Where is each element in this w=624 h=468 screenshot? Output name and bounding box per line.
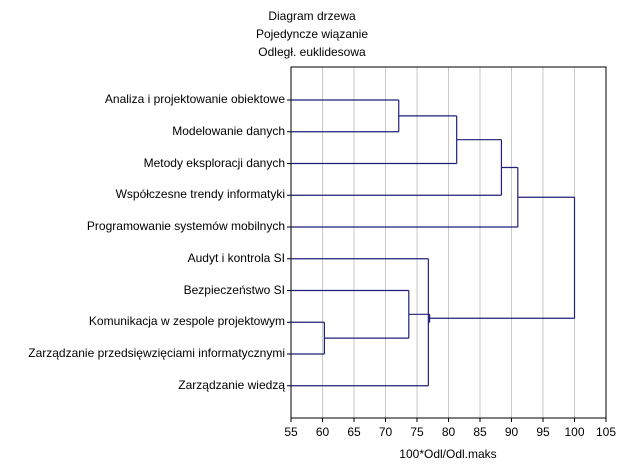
chart-subtitle-distance: Odległ. euklidesowa [258,45,366,59]
leaf-label: Modelowanie danych [172,123,285,138]
leaf-label: Programowanie systemów mobilnych [86,219,285,233]
x-tick-label: 65 [347,425,361,439]
x-tick-label: 70 [378,425,393,439]
x-tick-label: 80 [441,425,456,439]
x-axis-label: 100*Odl/Odl.maks [399,447,497,461]
leaf-label: Audyt i kontrola SI [187,250,285,265]
x-tick-label: 90 [504,425,519,439]
x-tick-label: 85 [473,425,487,439]
leaf-label: Bezpieczeństwo SI [183,282,285,297]
leaf-label: Współczesne trendy informatyki [115,187,285,202]
x-tick-label: 55 [284,425,298,439]
x-tick-label: 95 [536,425,550,439]
x-tick-label: 60 [315,425,330,439]
x-tick-label: 105 [595,425,617,439]
x-tick-label: 75 [410,425,424,439]
plot-frame [290,66,607,419]
leaf-label: Komunikacja w zespole projektowym [88,314,285,329]
x-tick-label: 100 [564,425,585,439]
leaf-label: Zarządzanie przedsięwzięciami informatyc… [28,346,285,360]
leaf-label: Zarządzanie wiedzą [178,377,285,392]
leaf-label: Analiza i projektowanie obiektowe [104,92,285,106]
chart-title: Diagram drzewa [268,9,356,23]
leaf-label: Metody eksploracji danych [143,155,285,170]
chart-subtitle-linkage: Pojedyncze wiązanie [255,27,369,41]
